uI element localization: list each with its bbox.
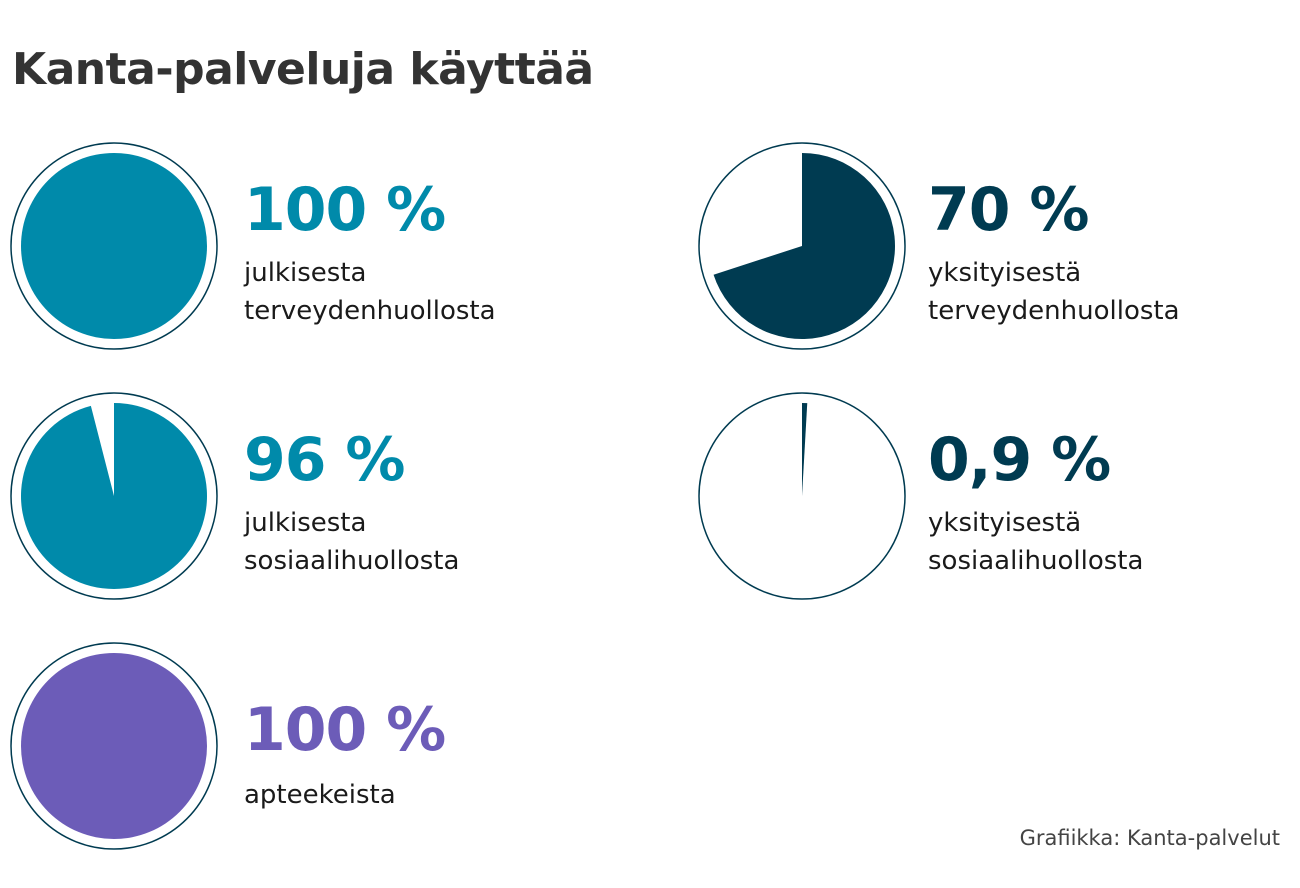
description-line: julkisesta: [244, 508, 367, 538]
pie-slice: [21, 653, 207, 839]
percent-pharmacies: 100 %: [244, 695, 446, 765]
pie-slice: [21, 153, 207, 339]
pie-public-healthcare: [10, 142, 218, 350]
description-public-social-care: julkisesta sosiaalihuollosta: [244, 504, 459, 580]
description-line: yksityisestä: [928, 258, 1082, 288]
description-line: sosiaalihuollosta: [244, 546, 460, 576]
description-line: yksityisestä: [928, 508, 1082, 538]
description-line: terveydenhuollosta: [928, 296, 1180, 326]
description-line: sosiaalihuollosta: [928, 546, 1144, 576]
pie-slice: [20, 403, 208, 589]
description-line: apteekeista: [244, 780, 396, 810]
source-credit: Grafiikka: Kanta-palvelut: [1019, 826, 1280, 850]
percent-private-healthcare: 70 %: [928, 175, 1090, 245]
description-pharmacies: apteekeista: [244, 776, 396, 814]
description-line: terveydenhuollosta: [244, 296, 496, 326]
pie-private-healthcare: [698, 142, 906, 350]
percent-private-social-care: 0,9 %: [928, 425, 1111, 495]
description-private-healthcare: yksityisestä terveydenhuollosta: [928, 254, 1180, 330]
description-line: julkisesta: [244, 258, 367, 288]
pie-slice: [802, 403, 808, 496]
pie-pharmacies: [10, 642, 218, 850]
description-public-healthcare: julkisesta terveydenhuollosta: [244, 254, 496, 330]
percent-public-healthcare: 100 %: [244, 175, 446, 245]
percent-public-social-care: 96 %: [244, 425, 406, 495]
description-private-social-care: yksityisestä sosiaalihuollosta: [928, 504, 1143, 580]
pie-public-social-care: [10, 392, 218, 600]
chart-title: Kanta-palveluja käyttää: [12, 44, 594, 95]
pie-private-social-care: [698, 392, 906, 600]
pie-slice: [713, 153, 895, 339]
